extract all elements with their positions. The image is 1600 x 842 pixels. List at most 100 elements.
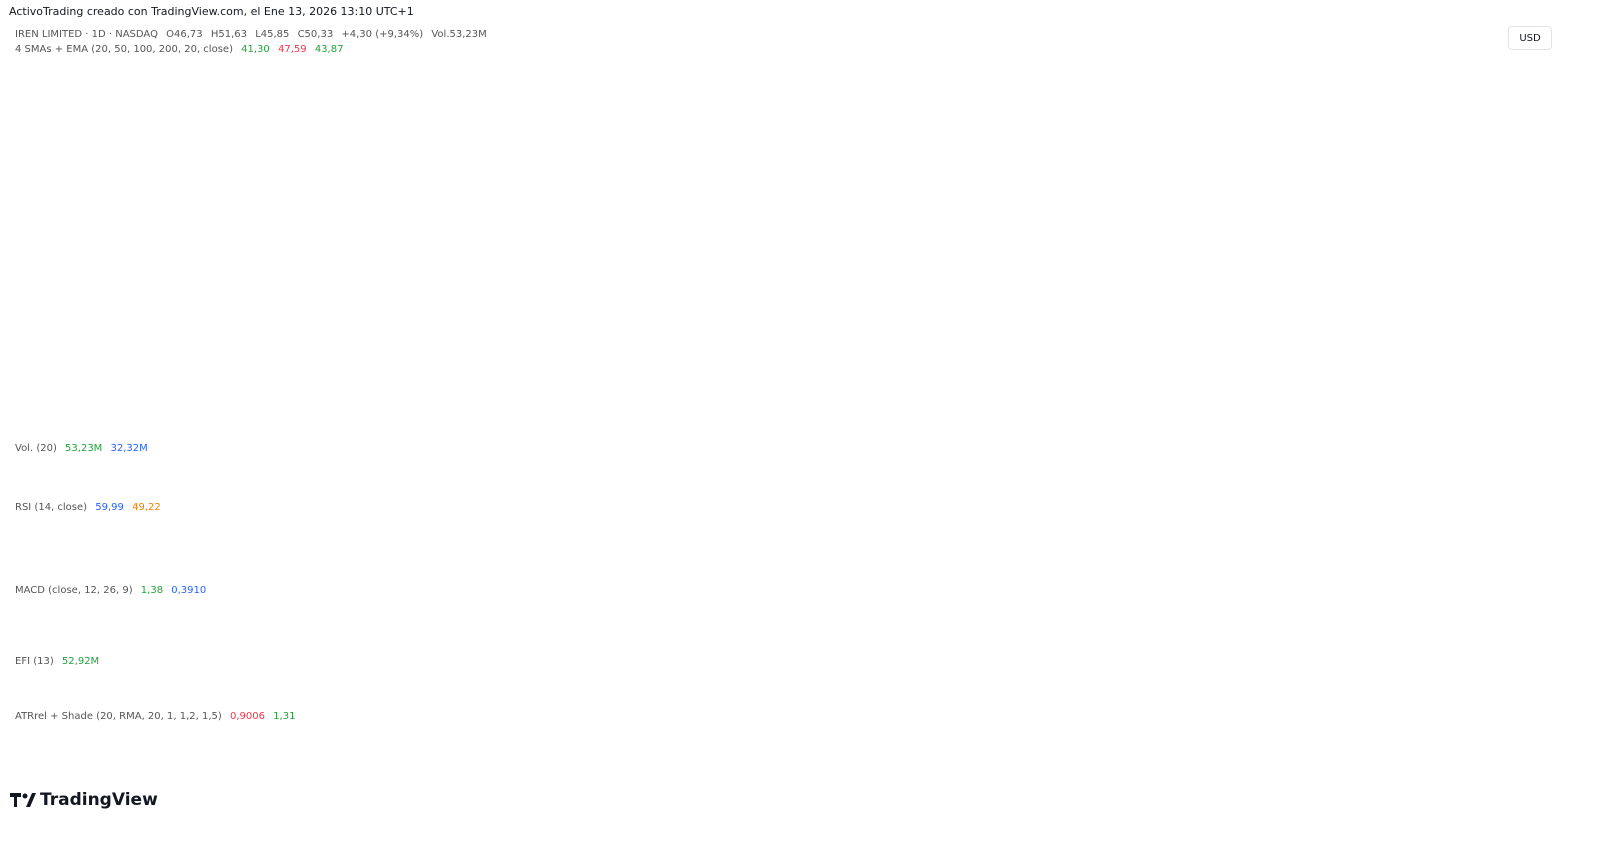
candle-body	[1308, 142, 1314, 150]
rsi-ma-value: 49,22	[132, 502, 161, 513]
efi-bar	[194, 676, 201, 678]
candle	[384, 308, 390, 324]
candle	[828, 128, 835, 135]
candle-body	[95, 397, 101, 400]
macd-histogram-bar	[835, 620, 842, 623]
candle-body	[490, 249, 496, 252]
candle	[984, 98, 990, 116]
symbol-name[interactable]: IREN LIMITED · 1D · NASDAQ	[15, 29, 158, 40]
candle	[878, 117, 884, 122]
macd-value: 0,3910	[171, 585, 207, 596]
macd-histogram-bar	[1131, 623, 1138, 629]
candle-body	[800, 147, 806, 153]
atr-shade	[750, 704, 758, 748]
volume-bar	[476, 479, 483, 493]
candle-body	[553, 255, 560, 264]
volume-bar	[1350, 471, 1357, 493]
volume-bar	[419, 444, 426, 493]
volume-bar	[38, 479, 45, 493]
macd-histogram-bar	[701, 620, 708, 623]
efi-bar	[687, 671, 694, 678]
candle	[448, 251, 454, 257]
ma-title[interactable]: 4 SMAs + EMA (20, 50, 100, 200, 20, clos…	[15, 44, 233, 55]
volume-bar	[1110, 456, 1117, 493]
volume-bar	[1322, 454, 1329, 493]
volume-bar	[1272, 463, 1279, 493]
macd-histogram-bar	[609, 623, 616, 624]
candle	[561, 261, 567, 269]
efi-bar	[617, 675, 624, 678]
efi-bar	[1068, 678, 1075, 689]
efi-bar	[405, 674, 412, 678]
efi-bar	[1082, 678, 1089, 690]
volume-bar	[729, 452, 736, 493]
efi-bar	[412, 673, 419, 678]
efi-bar	[447, 673, 454, 678]
volume-bar	[461, 461, 468, 493]
volume-bar	[74, 472, 81, 493]
price-tag-value: 50,33	[1510, 111, 1537, 122]
candle-body	[1301, 148, 1307, 152]
macd-tick: 10,00	[1513, 577, 1540, 588]
ma-legend: 4 SMAs + EMA (20, 50, 100, 200, 20, clos…	[15, 44, 348, 55]
macd-histogram-bar	[194, 622, 201, 623]
rsi-title[interactable]: RSI (14, close)	[15, 502, 88, 513]
atr-title[interactable]: ATRrel + Shade (20, RMA, 20, 1, 1,2, 1,5…	[15, 711, 222, 722]
volume-bar	[1314, 444, 1321, 493]
efi-bar	[891, 669, 898, 678]
efi-bar	[842, 672, 849, 678]
macd-histogram-bar	[948, 621, 955, 623]
volume-bar	[624, 476, 631, 493]
candle-body	[1068, 96, 1074, 106]
macd-histogram-bar	[694, 620, 701, 623]
candle	[1343, 117, 1349, 131]
macd-title[interactable]: MACD (close, 12, 26, 9)	[15, 585, 133, 596]
candle-body	[610, 248, 616, 258]
efi-bar	[497, 675, 504, 678]
efi-bar	[1075, 678, 1082, 689]
candle	[821, 131, 828, 144]
efi-bar	[1209, 678, 1216, 682]
efi-bar	[215, 676, 222, 678]
candle	[60, 408, 66, 414]
efi-bar	[1089, 678, 1096, 691]
vol-title[interactable]: Vol. (20)	[15, 443, 57, 454]
volume-bar	[807, 454, 814, 493]
candle	[215, 349, 221, 360]
volume-bar	[67, 473, 74, 493]
volume-bar	[1258, 479, 1265, 493]
efi-bar	[1230, 678, 1237, 688]
efi-bar	[1096, 678, 1103, 689]
atr-shade	[602, 704, 610, 748]
candle-body	[412, 274, 419, 287]
currency-button[interactable]: USD	[1508, 26, 1552, 50]
volume-bar	[976, 468, 983, 493]
efi-title[interactable]: EFI (13)	[15, 656, 54, 667]
atr-shade	[891, 704, 899, 748]
macd-histogram-bar	[1061, 623, 1068, 627]
candle	[81, 404, 87, 419]
volume-bar	[1237, 470, 1244, 493]
volume-bar	[327, 472, 334, 493]
candle-body	[130, 391, 137, 397]
volume-bar	[17, 457, 24, 493]
efi-bar	[349, 677, 356, 678]
efi-bar	[1350, 671, 1357, 678]
efi-bar	[983, 676, 990, 678]
candle-body	[1258, 144, 1265, 147]
candle	[694, 200, 701, 210]
macd-histogram-bar	[800, 620, 807, 623]
candle	[483, 246, 489, 252]
macd-histogram-bar	[899, 621, 906, 623]
efi-bar	[518, 676, 525, 678]
time-tick: Sep	[715, 756, 734, 767]
efi-bar	[1265, 677, 1272, 678]
candle	[342, 317, 348, 325]
macd-histogram-bar	[814, 621, 821, 623]
efi-bar	[264, 676, 271, 678]
candle	[1209, 124, 1215, 139]
efi-bar	[433, 673, 440, 678]
volume-bar	[3, 474, 10, 493]
efi-bar	[320, 675, 327, 678]
candle	[335, 312, 341, 324]
